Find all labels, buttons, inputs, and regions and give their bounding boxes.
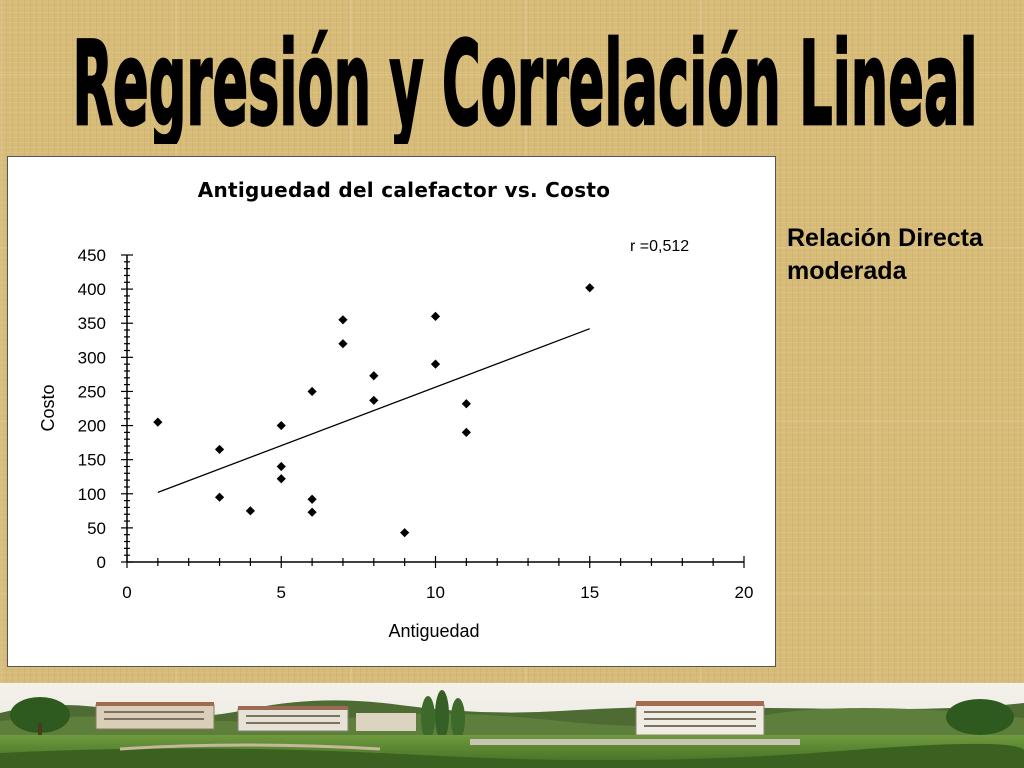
- chart-panel: Antiguedad del calefactor vs. Costo r =0…: [7, 156, 776, 667]
- data-point: [245, 506, 255, 516]
- data-point: [214, 444, 225, 455]
- chart-axes: 0 50 100 150 200 250 300 350 400 450 0 5 10 15 20: [78, 246, 754, 602]
- x-tick-label: 20: [735, 583, 754, 602]
- campus-panorama-image: [0, 683, 1024, 768]
- y-tick-label: 100: [78, 485, 106, 504]
- y-tick-label: 400: [78, 280, 106, 299]
- data-point: [585, 283, 595, 293]
- x-tick-label: 10: [426, 583, 445, 602]
- chart-title: Antiguedad del calefactor vs. Costo: [198, 178, 611, 202]
- y-tick-label: 350: [78, 314, 106, 333]
- relationship-note: Relación Directa moderada: [787, 224, 983, 285]
- data-point: [153, 417, 163, 427]
- data-point: [307, 494, 317, 504]
- x-tick-label: 0: [122, 583, 131, 602]
- slide-title: Regresión y Correlación Lineal: [72, 17, 979, 144]
- data-point: [430, 359, 441, 369]
- y-tick-label: 200: [78, 417, 106, 436]
- data-point: [461, 427, 471, 437]
- data-point: [369, 395, 379, 405]
- data-point: [276, 474, 286, 484]
- correlation-annotation: r =0,512: [630, 238, 689, 255]
- y-tick-label: 300: [78, 348, 106, 367]
- chart-trendline-group: [157, 328, 590, 494]
- x-tick-label: 5: [277, 583, 286, 602]
- y-tick-label: 0: [97, 553, 106, 572]
- regression-line: [157, 328, 590, 494]
- y-tick-label: 450: [78, 246, 106, 265]
- y-axis-label: Costo: [38, 384, 58, 431]
- data-point: [338, 339, 348, 349]
- data-point: [461, 399, 471, 409]
- data-point: [276, 461, 286, 472]
- data-point: [276, 420, 286, 431]
- y-tick-label: 150: [78, 451, 106, 470]
- slide-title-text: Regresión y Correlación Lineal: [72, 18, 977, 144]
- data-point: [307, 386, 317, 397]
- data-point: [430, 311, 441, 321]
- data-point: [214, 492, 225, 502]
- data-point: [307, 507, 317, 517]
- x-axis-label: Antiguedad: [388, 621, 479, 641]
- data-point: [400, 528, 410, 538]
- y-tick-label: 250: [78, 382, 106, 401]
- x-tick-label: 15: [580, 583, 599, 602]
- data-point: [338, 315, 348, 325]
- data-point: [369, 371, 379, 381]
- y-tick-label: 50: [87, 519, 106, 538]
- scatter-chart: Antiguedad del calefactor vs. Costo r =0…: [38, 178, 754, 641]
